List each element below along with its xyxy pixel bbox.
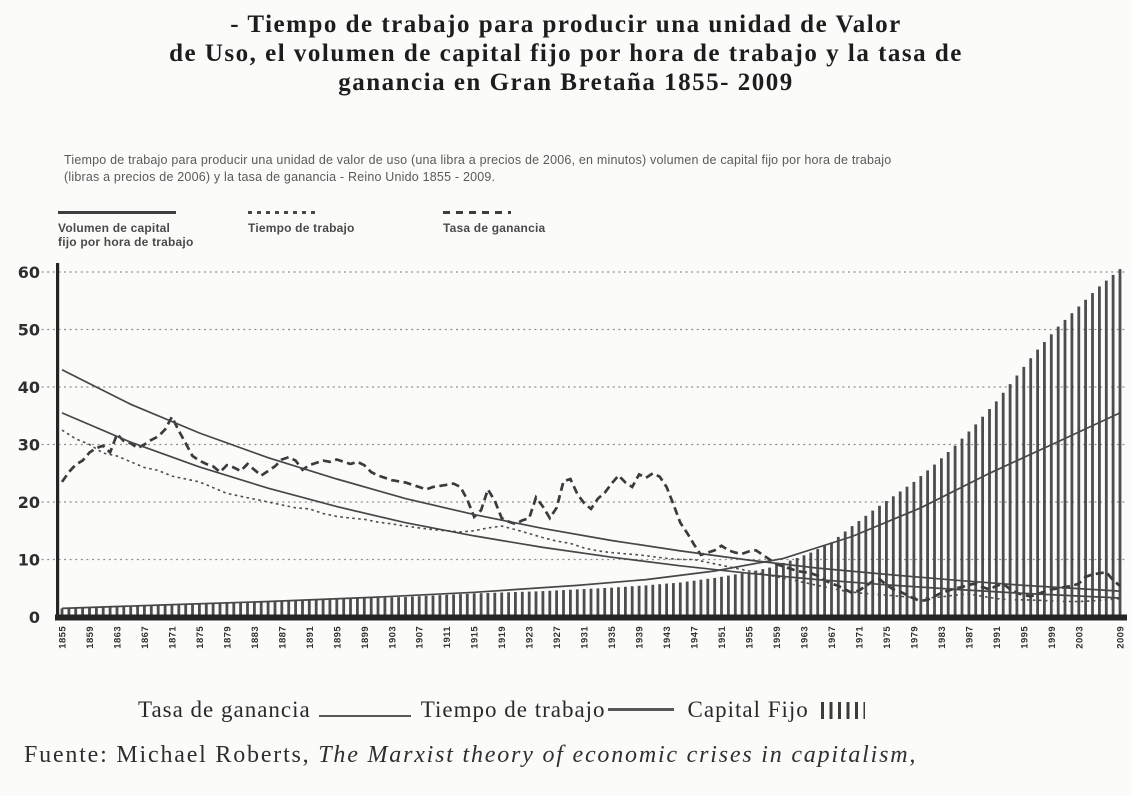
x-tick-label-1871: 1871 — [167, 626, 178, 649]
x-tick-label-1971: 1971 — [854, 626, 865, 649]
x-tick-label-1975: 1975 — [882, 626, 893, 649]
x-tick-label-1895: 1895 — [332, 626, 343, 649]
x-tick-label-1947: 1947 — [690, 626, 701, 649]
x-tick-label-1987: 1987 — [964, 626, 975, 649]
x-axis-line — [55, 614, 1127, 621]
x-tick-label-1951: 1951 — [717, 626, 728, 649]
legend-bottom-label-tasa: Tasa de ganancia — [138, 697, 311, 722]
x-tick-label-1903: 1903 — [387, 626, 398, 649]
x-tick-label-1911: 1911 — [442, 626, 453, 649]
legend-bottom-label-capital: Capital Fijo — [687, 697, 809, 722]
chart-title-line-3: ganancia en Gran Bretaña 1855- 2009 — [338, 69, 794, 96]
capital_fijo_bars-bars — [60, 269, 1122, 618]
x-tick-label-1967: 1967 — [827, 626, 838, 649]
x-tick-label-1979: 1979 — [909, 626, 920, 649]
source-prefix: Fuente: Michael Roberts, — [24, 742, 319, 768]
legend-bottom-label-tiempo: Tiempo de trabajo — [420, 697, 606, 722]
x-tick-label-1859: 1859 — [85, 626, 96, 649]
x-tick-label-2003: 2003 — [1074, 626, 1085, 649]
vertical-bars-icon — [820, 702, 865, 719]
solid-line-swatch-icon — [58, 211, 176, 214]
x-tick-label-1879: 1879 — [222, 626, 233, 649]
x-tick-label-1887: 1887 — [277, 626, 288, 649]
x-tick-label-1959: 1959 — [772, 626, 783, 649]
x-tick-label-1939: 1939 — [635, 626, 646, 649]
x-tick-label-2009: 2009 — [1116, 626, 1127, 649]
chart-caption-line-2: (libras a precios de 2006) y la tasa de … — [64, 170, 496, 184]
chart-caption: Tiempo de trabajo para producir una unid… — [64, 152, 1074, 186]
x-tick-label-1919: 1919 — [497, 626, 508, 649]
underscore-line-icon — [318, 699, 411, 717]
chart-title-line-1: - Tiempo de trabajo para producir una un… — [230, 11, 902, 38]
legend-bottom: Tasa de ganancia Tiempo de trabajo Capital… — [138, 697, 1088, 723]
x-tick-label-1943: 1943 — [662, 626, 673, 649]
x-tick-label-1983: 1983 — [937, 626, 948, 649]
legend-item-tiempo-de-trabajo: Tiempo de trabajo — [248, 211, 398, 235]
tendencia_descendente_inferior-line — [61, 412, 1121, 599]
x-tick-label-1991: 1991 — [992, 626, 1003, 649]
x-tick-label-1923: 1923 — [525, 626, 536, 649]
x-tick-label-1899: 1899 — [360, 626, 371, 649]
x-tick-label-1907: 1907 — [415, 626, 426, 649]
y-tick-label-40: 40 — [18, 378, 40, 397]
dotted-line-swatch-icon — [248, 211, 318, 214]
tendencia_descendente_superior-line — [61, 369, 1121, 592]
tiempo_de_trabajo-line — [61, 429, 1121, 603]
chart-canvas: 0 10 20 30 40 50 60 1855 1859 1863 1867 1871 1875 187… — [18, 263, 1127, 649]
legend-item-tasa-de-ganancia: Tasa de ganancia — [443, 211, 593, 235]
y-tick-label-20: 20 — [18, 493, 40, 512]
y-tick-label-30: 30 — [18, 436, 40, 455]
x-tick-label-1867: 1867 — [140, 626, 151, 649]
x-tick-label-1863: 1863 — [113, 626, 124, 649]
x-tick-label-1955: 1955 — [745, 626, 756, 649]
y-tick-label-50: 50 — [18, 321, 40, 340]
x-tick-label-1963: 1963 — [800, 626, 811, 649]
x-tick-label-1995: 1995 — [1019, 626, 1030, 649]
y-tick-label-0: 0 — [29, 608, 40, 627]
dashed-line-swatch-icon — [443, 211, 511, 214]
y-tick-label-10: 10 — [18, 551, 40, 570]
x-tick-label-1999: 1999 — [1047, 626, 1058, 649]
y-axis-line — [56, 263, 60, 617]
x-tick-label-1891: 1891 — [305, 626, 316, 649]
solid-line-icon — [607, 708, 674, 712]
chart-area: 0 10 20 30 40 50 60 1855 1859 1863 1867 1871 1875 187… — [0, 255, 1132, 685]
tendencia_ascendente_capital_fijo-line — [61, 412, 1121, 610]
source-work-title: The Marxist theory of economic crises in… — [318, 742, 918, 768]
source-citation: Fuente: Michael Roberts, The Marxist the… — [24, 742, 1124, 769]
x-tick-label-1927: 1927 — [552, 626, 563, 649]
x-tick-label-1875: 1875 — [195, 626, 206, 649]
y-tick-label-60: 60 — [18, 263, 40, 282]
x-tick-label-1915: 1915 — [470, 626, 481, 649]
tasa_de_ganancia-line — [60, 413, 1121, 603]
chart-title: - Tiempo de trabajo para producir una un… — [56, 10, 1076, 97]
legend-label-capital-fijo-line1: Volumen de capital — [58, 221, 171, 235]
x-tick-label-1935: 1935 — [607, 626, 618, 649]
legend-item-capital-fijo: Volumen de capital fijo por hora de trab… — [58, 211, 218, 249]
legend-label-tasa-de-ganancia: Tasa de ganancia — [443, 221, 546, 235]
x-tick-label-1855: 1855 — [58, 626, 69, 649]
legend-label-tiempo-de-trabajo: Tiempo de trabajo — [248, 221, 355, 235]
chart-title-line-2: de Uso, el volumen de capital fijo por h… — [169, 40, 963, 67]
chart-caption-line-1: Tiempo de trabajo para producir una unid… — [64, 153, 892, 167]
x-tick-label-1931: 1931 — [580, 626, 591, 649]
legend-label-capital-fijo-line2: fijo por hora de trabajo — [58, 235, 194, 249]
x-tick-label-1883: 1883 — [250, 626, 261, 649]
legend-top: Volumen de capital fijo por hora de trab… — [0, 211, 1132, 255]
